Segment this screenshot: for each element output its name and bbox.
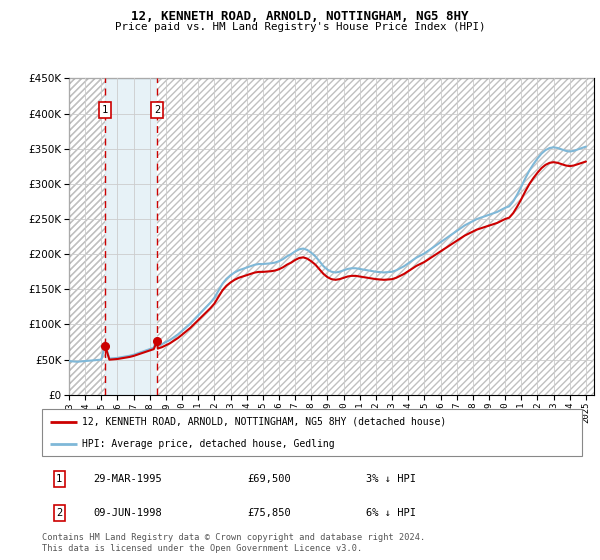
Text: 12, KENNETH ROAD, ARNOLD, NOTTINGHAM, NG5 8HY: 12, KENNETH ROAD, ARNOLD, NOTTINGHAM, NG… <box>131 10 469 23</box>
Text: 1: 1 <box>102 105 109 115</box>
Text: £75,850: £75,850 <box>247 508 291 518</box>
Text: 12, KENNETH ROAD, ARNOLD, NOTTINGHAM, NG5 8HY (detached house): 12, KENNETH ROAD, ARNOLD, NOTTINGHAM, NG… <box>83 417 447 427</box>
Bar <box>157 78 594 395</box>
Text: £69,500: £69,500 <box>247 474 291 484</box>
Text: 6% ↓ HPI: 6% ↓ HPI <box>366 508 416 518</box>
Text: 1: 1 <box>56 474 62 484</box>
Text: 29-MAR-1995: 29-MAR-1995 <box>94 474 162 484</box>
Text: Contains HM Land Registry data © Crown copyright and database right 2024.
This d: Contains HM Land Registry data © Crown c… <box>42 533 425 553</box>
Text: 2: 2 <box>56 508 62 518</box>
FancyBboxPatch shape <box>42 409 582 456</box>
Text: 09-JUN-1998: 09-JUN-1998 <box>94 508 162 518</box>
Text: Price paid vs. HM Land Registry's House Price Index (HPI): Price paid vs. HM Land Registry's House … <box>115 22 485 32</box>
Bar <box>69 78 105 395</box>
Text: 3% ↓ HPI: 3% ↓ HPI <box>366 474 416 484</box>
Text: 2: 2 <box>154 105 160 115</box>
Text: HPI: Average price, detached house, Gedling: HPI: Average price, detached house, Gedl… <box>83 438 335 449</box>
Bar <box>105 78 157 395</box>
